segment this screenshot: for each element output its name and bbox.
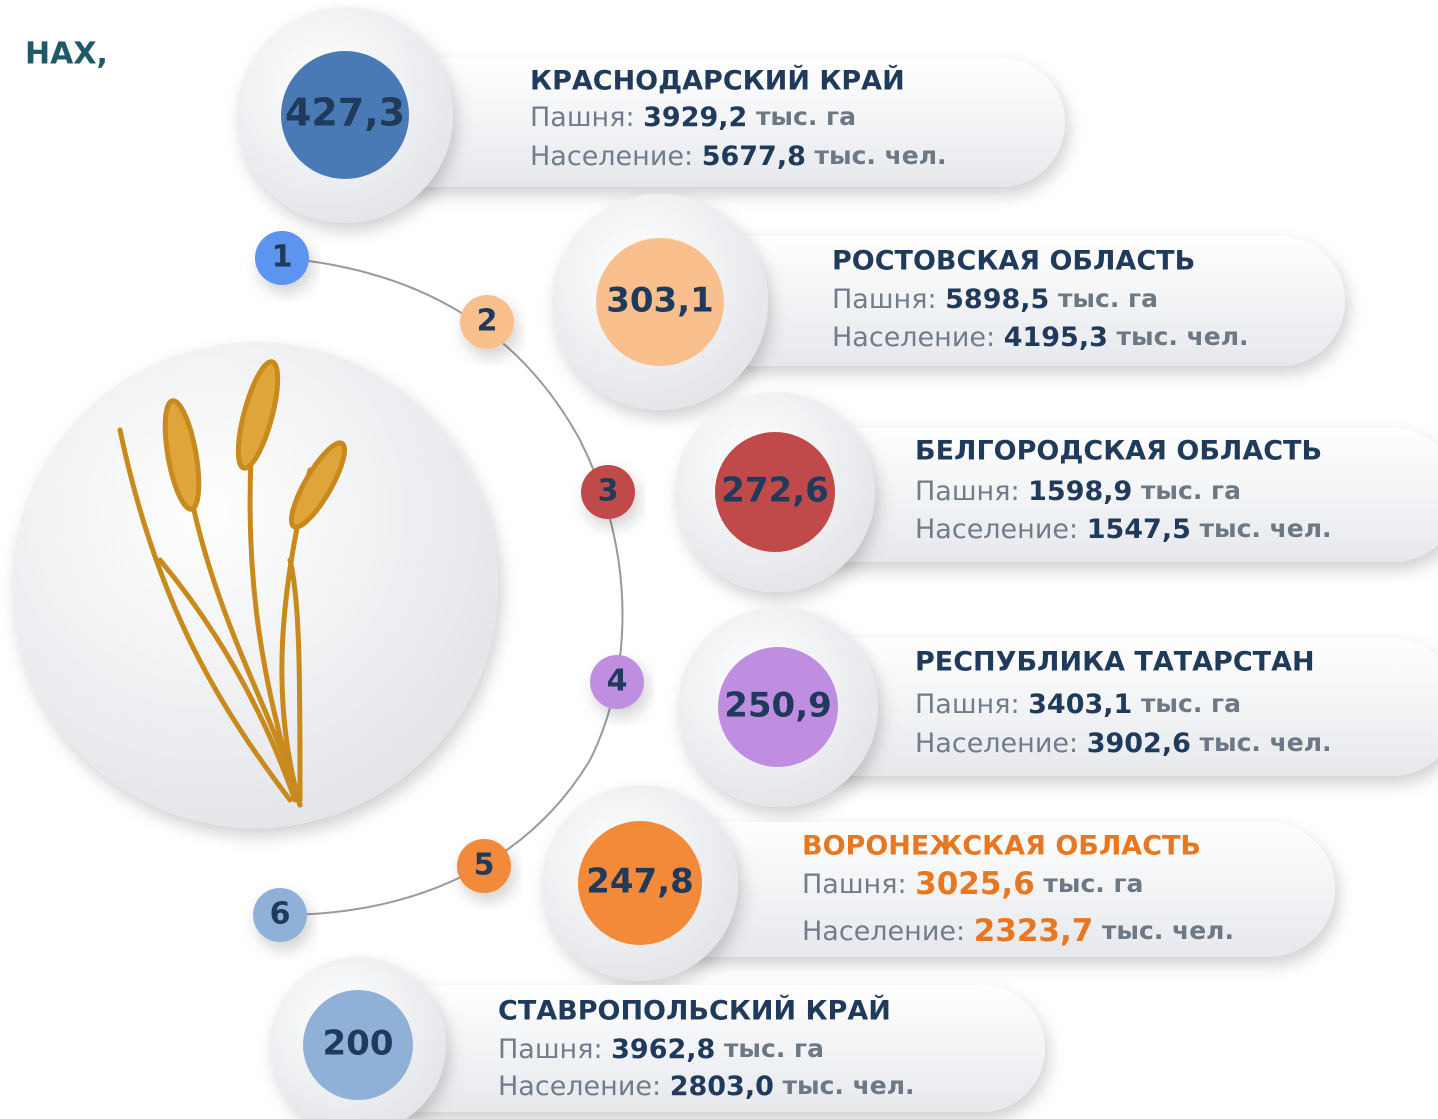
- value-circle: [303, 990, 413, 1100]
- value: 272,6: [721, 471, 829, 511]
- region-name: РЕСПУБЛИКА ТАТАРСТАН: [915, 647, 1315, 678]
- arable-value: 5898,5: [945, 284, 1049, 315]
- value: 303,1: [606, 281, 714, 321]
- region-pill: [358, 985, 1045, 1112]
- arable-line: Пашня: 3403,1 тыс. га: [915, 689, 1241, 720]
- region-pill: [640, 822, 1335, 957]
- population-unit: тыс. чел.: [1116, 322, 1248, 351]
- arable-line: Пашня: 3962,8 тыс. га: [498, 1034, 824, 1065]
- arable-value: 1598,9: [1028, 476, 1132, 507]
- arable-value: 3929,2: [643, 102, 747, 133]
- rank-badge: [590, 655, 644, 709]
- population-unit: тыс. чел.: [814, 141, 946, 170]
- region-name: РОСТОВСКАЯ ОБЛАСТЬ: [832, 246, 1195, 277]
- population-label: Население:: [498, 1071, 661, 1102]
- arable-line: Пашня: 5898,5 тыс. га: [832, 284, 1158, 315]
- arable-unit: тыс. га: [724, 1034, 824, 1063]
- header-title: НАХ,: [25, 37, 108, 72]
- population-unit: тыс. чел.: [782, 1071, 914, 1100]
- population-value: 5677,8: [702, 141, 806, 172]
- rank-badge: [460, 295, 514, 349]
- rank: 4: [607, 664, 628, 699]
- region-pill: [778, 638, 1438, 776]
- population-line: Население: 1547,5 тыс. чел.: [915, 514, 1332, 545]
- population-line: Население: 5677,8 тыс. чел.: [530, 141, 947, 172]
- rank-badge: [255, 231, 309, 285]
- arable-unit: тыс. га: [1058, 284, 1158, 313]
- rank: 5: [474, 848, 495, 883]
- value-circle: [596, 238, 724, 366]
- population-value: 3902,6: [1087, 728, 1191, 759]
- population-line: Население: 3902,6 тыс. чел.: [915, 728, 1332, 759]
- population-label: Население:: [915, 514, 1078, 545]
- population-unit: тыс. чел.: [1102, 916, 1234, 945]
- population-line: Население: 2803,0 тыс. чел.: [498, 1071, 915, 1102]
- rank-badge: [457, 839, 511, 893]
- arable-value: 3403,1: [1028, 689, 1132, 720]
- arable-line: Пашня: 1598,9 тыс. га: [915, 476, 1241, 507]
- arable-line: Пашня: 3025,6 тыс. га: [802, 866, 1143, 902]
- value-circle: [281, 51, 409, 179]
- population-line: Население: 2323,7 тыс. чел.: [802, 913, 1234, 949]
- arable-value: 3962,8: [611, 1034, 715, 1065]
- arable-value: 3025,6: [915, 866, 1035, 902]
- value-circle: [715, 432, 835, 552]
- value: 247,8: [586, 862, 694, 902]
- rank: 6: [270, 897, 291, 932]
- arable-unit: тыс. га: [1141, 476, 1241, 505]
- region-name: ВОРОНЕЖСКАЯ ОБЛАСТЬ: [802, 831, 1201, 862]
- arable-label: Пашня:: [498, 1034, 603, 1065]
- value: 250,9: [724, 686, 832, 726]
- arable-label: Пашня:: [802, 869, 907, 900]
- population-line: Население: 4195,3 тыс. чел.: [832, 322, 1249, 353]
- region-name: СТАВРОПОЛЬСКИЙ КРАЙ: [498, 995, 891, 1027]
- population-unit: тыс. чел.: [1199, 514, 1331, 543]
- arable-unit: тыс. га: [1043, 869, 1143, 898]
- arable-unit: тыс. га: [756, 102, 856, 131]
- rank: 2: [477, 304, 498, 339]
- rank: 1: [272, 240, 293, 275]
- population-value: 2803,0: [670, 1071, 774, 1102]
- value: 427,3: [285, 91, 405, 135]
- rank-badge: [253, 888, 307, 942]
- population-unit: тыс. чел.: [1199, 728, 1331, 757]
- rank-badge: [581, 465, 635, 519]
- value-circle: [718, 647, 838, 767]
- arable-label: Пашня:: [915, 476, 1020, 507]
- wheat-illustration: [117, 359, 348, 808]
- population-value: 4195,3: [1004, 322, 1108, 353]
- rank: 3: [598, 474, 619, 509]
- population-value: 1547,5: [1087, 514, 1191, 545]
- value-circle: [578, 821, 702, 945]
- arable-label: Пашня:: [530, 102, 635, 133]
- arable-line: Пашня: 3929,2 тыс. га: [530, 102, 856, 133]
- population-label: Население:: [832, 322, 995, 353]
- arable-label: Пашня:: [915, 689, 1020, 720]
- region-pill: [660, 236, 1345, 366]
- region-pill: [345, 58, 1065, 187]
- region-name: БЕЛГОРОДСКАЯ ОБЛАСТЬ: [915, 436, 1322, 467]
- region-name: КРАСНОДАРСКИЙ КРАЙ: [530, 65, 905, 97]
- value: 200: [323, 1024, 394, 1064]
- arable-label: Пашня:: [832, 284, 937, 315]
- population-label: Население:: [530, 141, 693, 172]
- arable-unit: тыс. га: [1141, 689, 1241, 718]
- population-label: Население:: [802, 916, 965, 947]
- region-pill: [775, 428, 1438, 562]
- population-label: Население:: [915, 728, 1078, 759]
- population-value: 2323,7: [974, 913, 1094, 949]
